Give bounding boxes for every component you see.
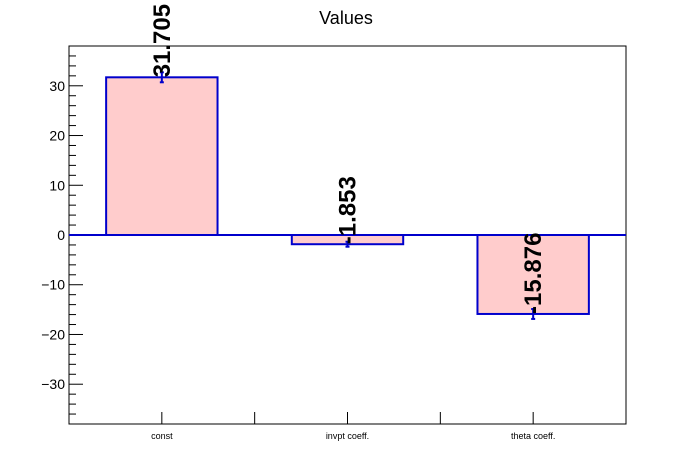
bar: [105, 76, 219, 236]
y-tick-label: −20: [41, 326, 65, 342]
bar: [476, 234, 590, 315]
y-axis: −30 −20 −10 0 10 20 30: [41, 45, 83, 425]
y-tick-label: 30: [49, 78, 65, 94]
y-tick-label: 10: [49, 177, 65, 193]
y-tick-label: −10: [41, 277, 65, 293]
value-label: -1.853: [335, 176, 362, 244]
category-label: theta coeff.: [511, 431, 555, 441]
value-label: -15.876: [520, 233, 547, 314]
category-labels: const invpt coeff. theta coeff.: [151, 431, 555, 441]
bars: [105, 76, 590, 315]
error-bars: [159, 71, 536, 320]
x-axis: [161, 412, 534, 424]
category-label: invpt coeff.: [326, 431, 369, 441]
y-tick-label: −30: [41, 376, 65, 392]
y-tick-label: 0: [57, 227, 65, 243]
chart-title: Values: [319, 8, 373, 28]
value-labels: 31.705 -1.853 -15.876: [149, 4, 547, 314]
value-label: 31.705: [149, 4, 176, 77]
category-label: const: [151, 431, 173, 441]
y-tick-label: 20: [49, 128, 65, 144]
